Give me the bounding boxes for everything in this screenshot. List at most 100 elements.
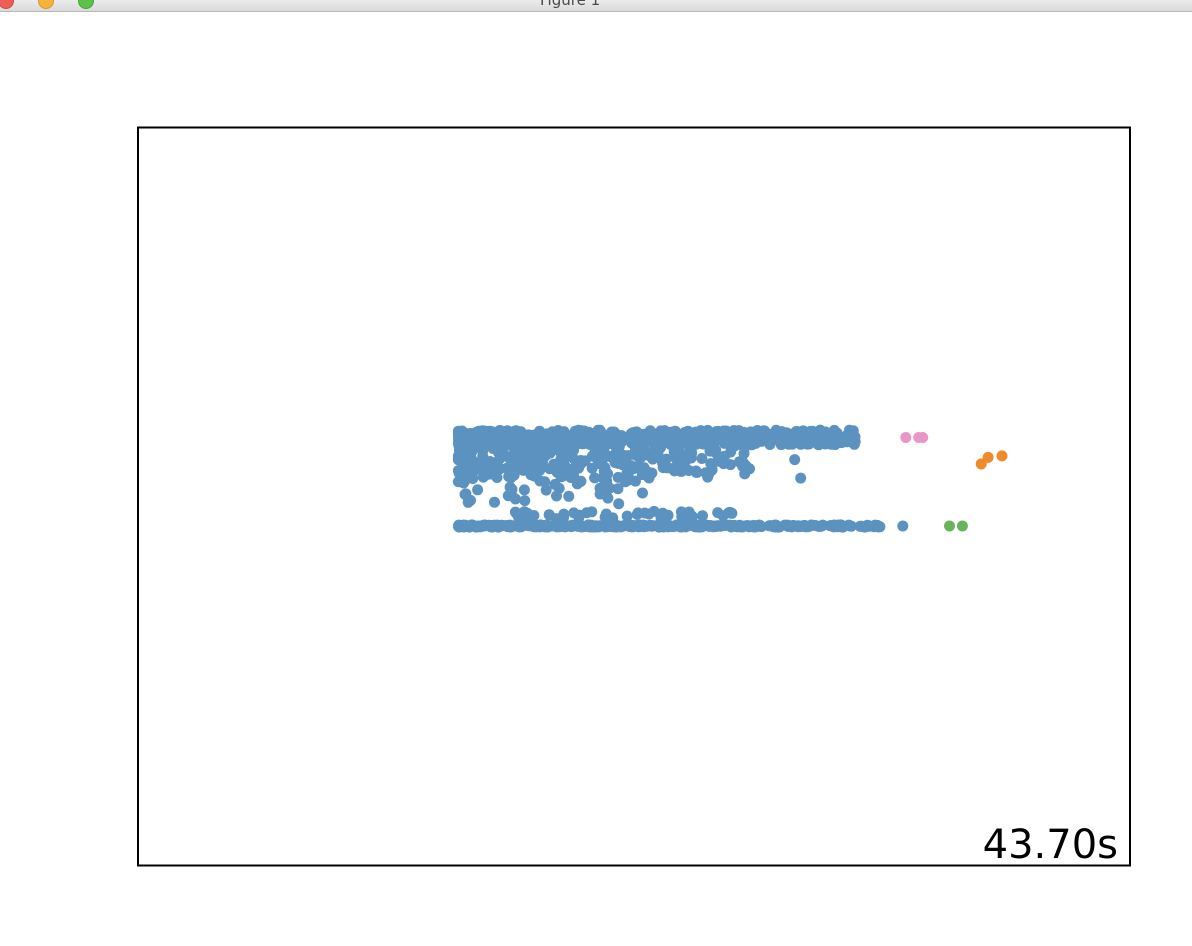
data-point — [795, 472, 807, 484]
plot-frame — [137, 126, 1131, 867]
data-point — [559, 521, 571, 533]
data-point — [553, 482, 565, 494]
data-point — [575, 457, 587, 469]
data-point — [758, 425, 770, 437]
data-point — [786, 521, 798, 533]
elapsed-time-label: 43.70s — [982, 822, 1118, 868]
points-layer — [452, 424, 1008, 533]
data-point — [617, 459, 629, 471]
data-point — [812, 439, 824, 450]
data-point — [900, 432, 912, 443]
data-point — [747, 435, 759, 447]
data-point — [769, 430, 781, 442]
data-point — [542, 521, 554, 533]
data-point — [651, 430, 663, 441]
data-point — [489, 469, 501, 481]
data-point — [452, 450, 464, 462]
data-point — [822, 428, 834, 440]
data-point — [632, 430, 644, 442]
data-point — [690, 466, 702, 478]
data-point — [504, 465, 515, 477]
data-point — [730, 439, 741, 451]
data-point — [563, 490, 575, 502]
data-point — [830, 429, 842, 441]
data-point — [648, 505, 660, 517]
data-point — [682, 519, 694, 531]
data-point — [673, 456, 685, 468]
data-point — [572, 424, 584, 436]
data-point — [489, 496, 500, 508]
data-point — [577, 438, 589, 450]
data-point — [462, 496, 474, 508]
data-point — [468, 462, 480, 474]
data-point — [785, 437, 797, 449]
data-point — [452, 476, 464, 488]
data-point — [562, 440, 574, 452]
data-point — [674, 465, 686, 477]
data-point — [702, 471, 714, 483]
data-point — [509, 445, 521, 457]
data-point — [756, 521, 768, 533]
data-point — [592, 424, 604, 436]
data-point — [520, 431, 532, 443]
data-point — [685, 427, 697, 439]
data-point — [597, 448, 609, 460]
data-point — [663, 429, 675, 441]
data-point — [525, 469, 537, 481]
data-point — [823, 437, 835, 448]
data-point — [639, 507, 651, 519]
data-point — [996, 450, 1008, 462]
data-point — [627, 448, 639, 460]
data-point — [613, 436, 625, 448]
data-point — [621, 510, 633, 522]
data-point — [783, 429, 795, 440]
data-point — [472, 484, 484, 496]
data-point — [494, 520, 506, 532]
data-point — [681, 449, 693, 461]
data-point — [696, 453, 708, 464]
data-point — [478, 455, 490, 467]
data-point — [520, 510, 532, 522]
data-point — [826, 520, 837, 532]
data-point — [453, 521, 465, 533]
data-point — [697, 438, 708, 450]
data-point — [845, 520, 857, 532]
data-point — [568, 507, 580, 519]
data-point — [636, 519, 648, 531]
data-point — [600, 508, 612, 520]
data-point — [571, 478, 583, 490]
data-point — [897, 520, 909, 532]
data-point — [871, 520, 883, 532]
data-point — [982, 451, 994, 463]
data-point — [662, 521, 674, 533]
data-point — [502, 436, 514, 448]
data-point — [719, 450, 731, 462]
data-point — [764, 520, 776, 532]
data-point — [630, 475, 641, 487]
data-point — [632, 439, 644, 451]
data-point — [642, 466, 654, 478]
data-point — [799, 520, 811, 531]
data-point — [602, 492, 614, 504]
data-point — [581, 507, 593, 519]
window-titlebar[interactable]: Figure 1 — [0, 0, 1192, 12]
data-point — [637, 487, 648, 499]
data-point — [594, 520, 606, 532]
data-point — [697, 510, 708, 522]
data-point — [653, 520, 664, 532]
data-point — [841, 436, 853, 448]
data-point — [590, 436, 602, 448]
data-point — [705, 458, 717, 470]
data-point — [508, 427, 520, 438]
data-point — [917, 432, 929, 443]
data-point — [589, 472, 601, 484]
data-point — [582, 519, 594, 531]
data-point — [944, 520, 955, 532]
data-point — [748, 520, 760, 532]
data-point — [497, 446, 509, 458]
window-title: Figure 1 — [540, 0, 601, 9]
data-point — [481, 426, 493, 438]
data-point — [805, 426, 817, 438]
data-point — [510, 493, 521, 505]
